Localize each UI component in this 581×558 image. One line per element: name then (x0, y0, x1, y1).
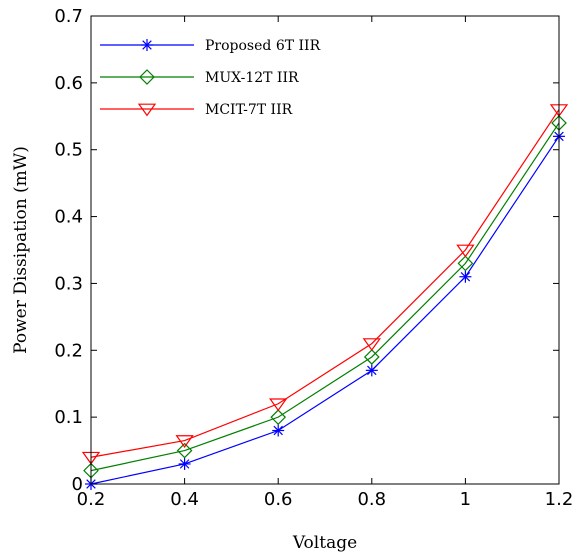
x-tick-label: 0.2 (77, 489, 106, 510)
legend-label: Proposed 6T IIR (205, 38, 321, 54)
data-point-marker (178, 457, 191, 470)
y-tick-label: 0 (72, 474, 83, 495)
x-tick-label: 1 (460, 489, 471, 510)
x-tick-label: 1.2 (545, 489, 574, 510)
x-tick-label: 0.4 (170, 489, 199, 510)
series-line (90, 136, 560, 485)
data-point-marker (137, 103, 157, 117)
tick-labels: 0.2 0.4 0.6 0.8 1 1.2 0 0.1 0.2 0.3 0.4 0.5 0.6 0.7 (54, 6, 573, 510)
legend-label: MUX-12T IIR (205, 70, 299, 86)
data-point-marker (459, 270, 472, 283)
legend-entry: MCIT-7T IIR (100, 102, 293, 118)
data-point-marker (362, 338, 381, 352)
series-group (81, 104, 569, 490)
data-point-marker (175, 435, 194, 448)
data-point-marker (139, 69, 155, 85)
x-tick-label: 0.6 (264, 489, 293, 510)
data-point-marker (269, 398, 288, 412)
data-point-marker (270, 409, 287, 425)
legend-entry: Proposed 6T IIR (100, 38, 321, 54)
x-axis-label: Voltage (292, 533, 357, 553)
y-tick-label: 0.3 (54, 273, 83, 294)
data-point-marker (457, 255, 474, 272)
y-tick-label: 0.2 (54, 340, 83, 361)
data-point-marker (363, 349, 380, 365)
data-point-marker (176, 442, 193, 459)
data-point-marker (141, 39, 153, 51)
data-point-marker (365, 364, 378, 377)
y-tick-label: 0.6 (54, 73, 83, 94)
y-axis-label: Power Dissipation (mW) (11, 146, 31, 354)
legend: Proposed 6T IIR MUX-12T IIR MCIT-7T IIR (100, 38, 321, 118)
data-point-marker (456, 244, 475, 258)
y-tick-label: 0.4 (54, 207, 83, 228)
y-tick-label: 0.1 (54, 407, 83, 428)
x-tick-label: 0.8 (357, 489, 386, 510)
legend-entry: MUX-12T IIR (100, 69, 299, 86)
series-line (90, 109, 560, 458)
y-tick-label: 0.7 (54, 6, 83, 27)
y-tick-label: 0.5 (54, 140, 83, 161)
plot-frame (90, 15, 560, 485)
legend-label: MCIT-7T IIR (205, 102, 293, 118)
plot-area (91, 16, 559, 484)
data-point-marker (272, 424, 285, 437)
series-line (90, 122, 560, 472)
